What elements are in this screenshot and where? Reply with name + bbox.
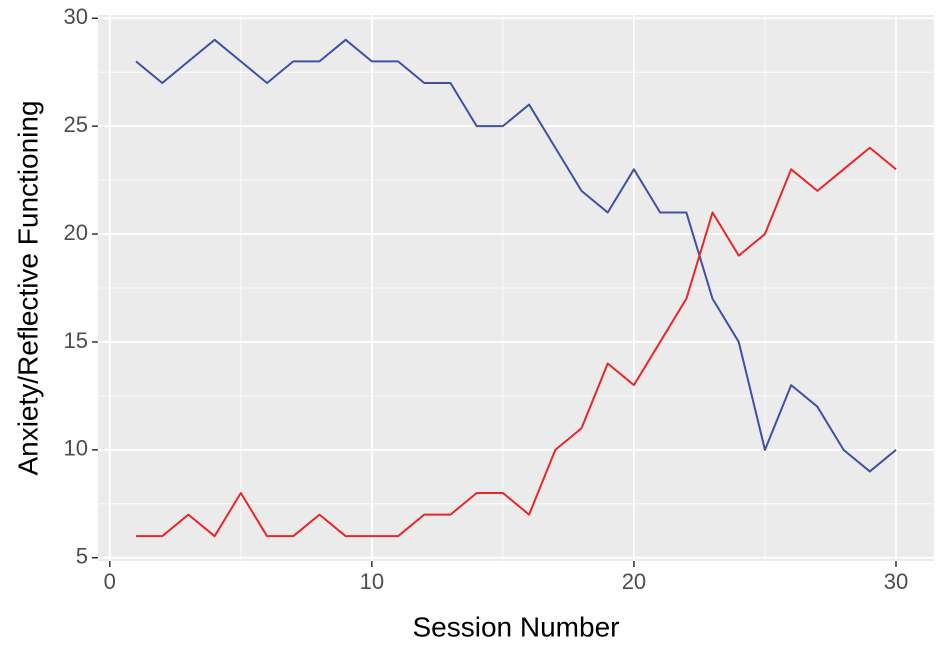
x-tick-label: 30 (884, 569, 908, 594)
y-tick-label: 30 (64, 4, 88, 29)
series-line (136, 146, 897, 538)
y-axis-title: Anxiety/Reflective Functioning (12, 100, 43, 475)
x-tick-label: 10 (360, 569, 384, 594)
x-tick-label: 20 (622, 569, 646, 594)
y-tick-label: 5 (76, 544, 88, 569)
y-tick-label: 10 (64, 436, 88, 461)
series-line (135, 38, 897, 473)
y-tick-label: 25 (64, 112, 88, 137)
y-tick-label: 20 (64, 220, 88, 245)
x-tick-label: 0 (104, 569, 116, 594)
x-axis-title: Session Number (413, 611, 620, 642)
y-tick-label: 15 (64, 328, 88, 353)
